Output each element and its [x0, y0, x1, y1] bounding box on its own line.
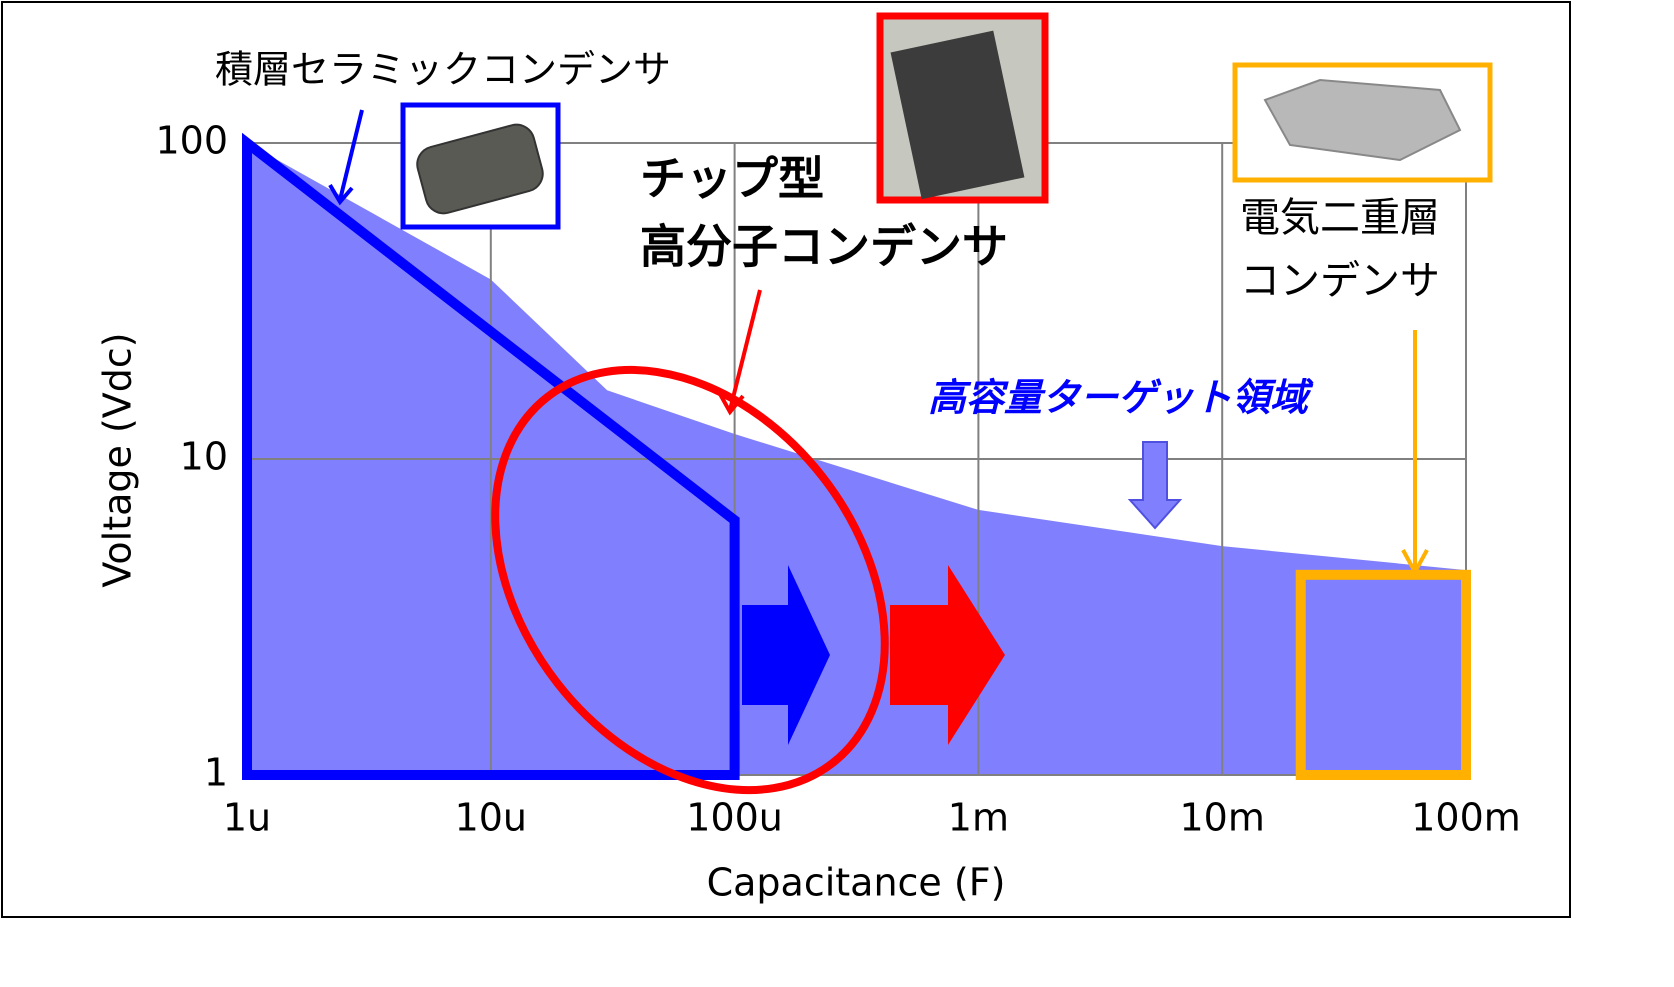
y-tick-label: 10 [180, 435, 228, 479]
edlc-label: 電気二重層 [1240, 195, 1440, 241]
decorations [328, 12, 1493, 795]
x-tick-label: 100u [686, 796, 783, 840]
photo-polymer [890, 30, 1025, 200]
labels: 積層セラミックコンデンサ チップ型 高分子コンデンサ 電気二重層 コンデンサ 高… [96, 48, 1441, 905]
x-tick-label: 10u [455, 796, 527, 840]
pointer-arrow [338, 109, 364, 201]
y-tick-label: 100 [155, 119, 228, 163]
x-tick-label: 10m [1180, 796, 1265, 840]
ceramic-region [242, 132, 740, 780]
ceramic-label: 積層セラミックコンデンサ [215, 48, 671, 92]
polymer-label: 高分子コンデンサ [640, 220, 1008, 274]
pointer-arrow-head [328, 183, 354, 206]
pointer-arrow [728, 289, 762, 411]
shift-arrow [742, 565, 830, 745]
shift-arrow [890, 565, 1005, 745]
x-axis-label: Capacitance (F) [707, 861, 1006, 905]
target-label: 高容量ターゲット領域 [928, 376, 1314, 420]
x-tick-label: 1u [223, 796, 271, 840]
pointer-arrow-head [1401, 549, 1429, 577]
x-tick-label: 1m [948, 796, 1009, 840]
edlc-label: コンデンサ [1240, 258, 1440, 304]
photo-ceramic [416, 123, 544, 215]
down-arrow [1127, 441, 1183, 530]
polymer-label: チップ型 [640, 152, 824, 206]
y-tick-label: 1 [204, 751, 228, 795]
y-axis-label: Voltage (Vdc) [96, 332, 140, 587]
x-tick-label: 100m [1411, 796, 1521, 840]
target-area [247, 143, 1466, 775]
highlight-ellipse [491, 365, 889, 795]
edlc-region [1295, 569, 1472, 780]
photo-edlc [1263, 78, 1462, 162]
